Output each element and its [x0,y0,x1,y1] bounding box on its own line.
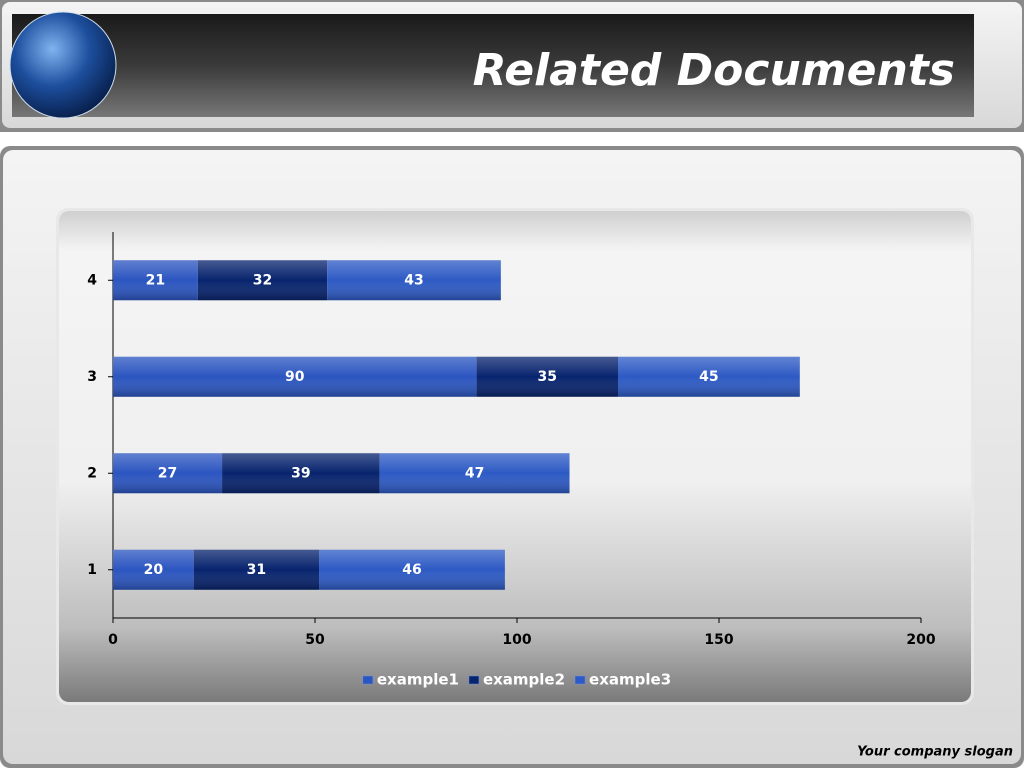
legend-swatch [468,675,480,685]
bar-highlight [476,356,618,397]
globe-icon [9,11,117,119]
slogan: Your company slogan [857,745,1013,760]
legend-label: example1 [377,671,459,689]
data-label: 90 [285,369,305,385]
data-label: 45 [699,369,718,385]
bar-highlight [113,453,223,494]
legend-label: example3 [589,671,671,689]
bar-highlight [113,260,198,301]
y-tick-label: 2 [87,465,97,481]
data-label: 20 [144,562,164,578]
slide-title: Related Documents [473,45,955,96]
header-bar [12,14,974,117]
data-label: 31 [247,562,266,578]
data-label: 47 [465,465,484,481]
data-label: 39 [291,465,310,481]
bar-highlight [113,549,194,590]
legend-label: example2 [483,671,565,689]
bar-highlight [618,356,800,397]
data-label: 46 [402,562,421,578]
x-tick-label: 100 [502,632,531,648]
x-tick-label: 200 [906,632,935,648]
bar-highlight [327,260,501,301]
data-label: 43 [404,272,423,288]
bar-highlight [379,453,570,494]
legend-swatch [362,675,374,685]
bar-highlight [319,549,505,590]
data-label: 21 [146,272,165,288]
bar-highlight [193,549,320,590]
bar-highlight [113,356,477,397]
bar-highlight [197,260,328,301]
y-tick-label: 1 [87,562,97,578]
x-tick-label: 0 [108,632,118,648]
y-tick-label: 4 [87,272,97,288]
x-tick-label: 50 [305,632,325,648]
chart: 0 50 100 150 200 1 20 31 46 2 27 39 47 3 90 35 45 4 21 32 43… [87,232,936,689]
data-label: 32 [253,272,272,288]
y-tick-label: 3 [87,369,97,385]
data-label: 35 [538,369,557,385]
x-tick-label: 150 [704,632,733,648]
legend-swatch [574,675,586,685]
data-label: 27 [158,465,177,481]
bar-highlight [222,453,380,494]
